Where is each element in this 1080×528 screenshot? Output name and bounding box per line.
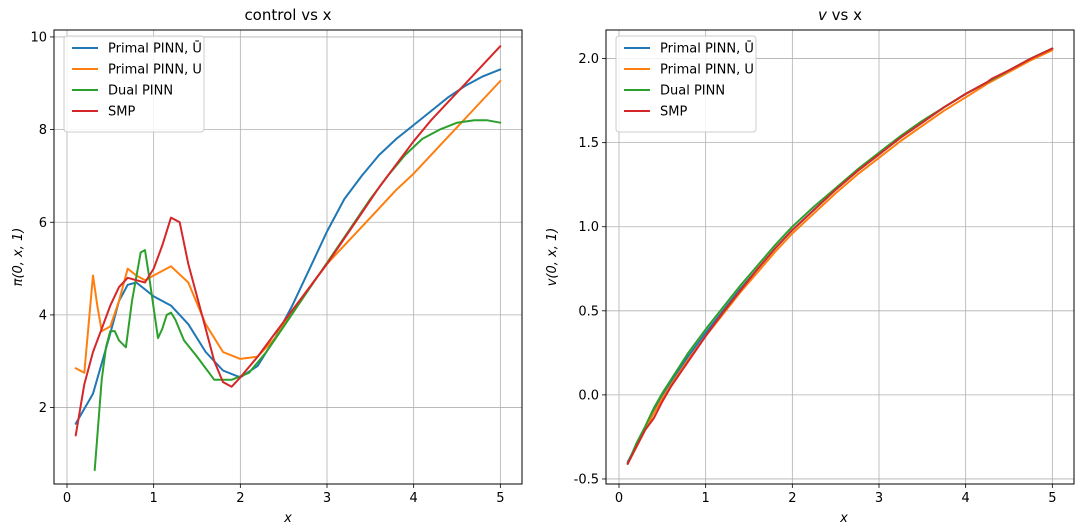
chart-right-y-tick-label: 1.5	[578, 136, 599, 151]
chart-right-series-line-4	[626, 47, 1054, 465]
chart-right-y-tick-label: 0.5	[578, 304, 599, 319]
chart-right-y-tick-label: 0.0	[578, 388, 599, 403]
chart-right-legend: Primal PINN, Ū Primal PINN, U Dual PINN SMP	[615, 35, 757, 133]
chart-right-series-line-2	[626, 49, 1054, 465]
chart-right-ticks: 0 1 2 3 4 5 -0.5 0.0 0.5 1.0 1.5 2.0	[574, 52, 1057, 506]
chart-right-legend-box	[615, 35, 757, 133]
chart-left-series-line-2	[74, 80, 502, 374]
chart-left-y-tick-label: 10	[30, 30, 47, 45]
chart-left-y-axis-label: π(0, x, 1)	[11, 228, 26, 287]
chart-right-title: v vs x	[818, 6, 862, 24]
chart-left-x-tick-label: 0	[63, 491, 71, 506]
chart-left-x-tick-label: 2	[236, 491, 244, 506]
chart-right-x-tick-label: 5	[1048, 491, 1056, 506]
chart-left-legend-label-4: SMP	[108, 105, 135, 120]
chart-left-series-line-4	[74, 45, 502, 437]
chart-left-x-tick-label: 5	[496, 491, 504, 506]
chart-right-y-tick-label: 2.0	[578, 52, 599, 67]
chart-right-y-axis-label: v(0, x, 1)	[545, 228, 560, 287]
chart-right-title-italic: v	[818, 6, 828, 24]
chart-left-legend-box	[63, 35, 205, 133]
chart-left-x-tick-label: 1	[150, 491, 158, 506]
chart-left-y-tick-label: 2	[39, 401, 47, 416]
chart-right-y-tick-label: -0.5	[574, 472, 599, 487]
chart-left-legend: Primal PINN, Ū Primal PINN, U Dual PINN SMP	[63, 35, 205, 133]
chart-left-legend-label-2: Primal PINN, U	[108, 63, 202, 78]
chart-right-legend-label-2: Primal PINN, U	[660, 63, 754, 78]
chart-right: v vs x 0 1 2 3 4 5 -0.5 0.0 0.5 1.0 1.5 2.0 x v(0, …	[545, 6, 1075, 526]
chart-right-x-tick-label: 2	[788, 491, 796, 506]
chart-right-x-axis-label: x	[839, 511, 848, 526]
chart-right-legend-label-4: SMP	[660, 105, 687, 120]
chart-left-ticks: 0 1 2 3 4 5 2 4 6 8 10	[30, 30, 504, 506]
chart-left-x-axis-label: x	[283, 511, 292, 526]
chart-left-x-tick-label: 3	[323, 491, 331, 506]
chart-left-y-tick-label: 8	[39, 123, 47, 138]
chart-right-x-tick-label: 3	[875, 491, 883, 506]
chart-right-title-rest: vs x	[827, 6, 862, 24]
chart-left-legend-label-1: Primal PINN, Ū	[108, 42, 202, 57]
chart-left-series-line-3	[93, 119, 502, 472]
chart-left-x-tick-label: 4	[410, 491, 418, 506]
chart-left-title: control vs x	[244, 6, 331, 24]
chart-right-plot-frame	[605, 29, 1075, 485]
chart-right-x-tick-label: 1	[702, 491, 710, 506]
chart-left-plot-frame	[53, 29, 523, 485]
chart-right-legend-label-3: Dual PINN	[660, 84, 725, 99]
chart-left-y-tick-label: 4	[39, 308, 47, 323]
chart-right-x-tick-label: 4	[962, 491, 970, 506]
chart-right-legend-label-1: Primal PINN, Ū	[660, 42, 754, 57]
chart-left-legend-label-3: Dual PINN	[108, 84, 173, 99]
chart-right-y-tick-label: 1.0	[578, 220, 599, 235]
chart-left: control vs x 0 1 2 3 4 5 2 4 6 8 10 x π(0, x, 1) P…	[11, 6, 523, 526]
chart-right-gridlines	[606, 30, 1074, 484]
chart-right-plot-lines	[626, 47, 1054, 465]
chart-left-y-tick-label: 6	[39, 216, 47, 231]
chart-right-x-tick-label: 0	[615, 491, 623, 506]
chart-left-plot-lines	[74, 45, 502, 472]
